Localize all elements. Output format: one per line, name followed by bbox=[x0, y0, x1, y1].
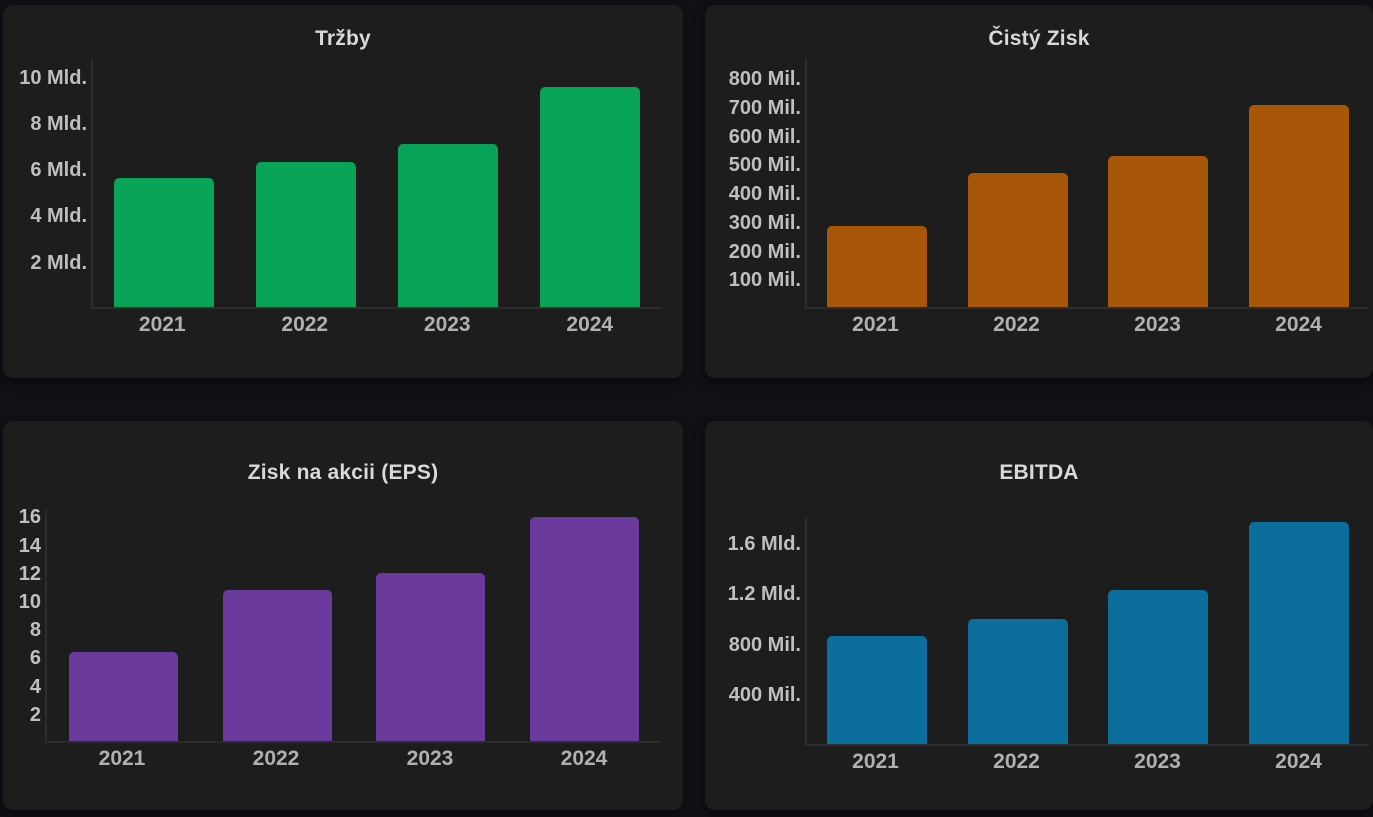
bar-2023 bbox=[1108, 589, 1209, 744]
bar-2021 bbox=[827, 636, 928, 744]
bars-cisty-zisk bbox=[807, 59, 1369, 307]
y-tick-label: 800 Mil. bbox=[728, 68, 801, 91]
bar-slot bbox=[1088, 517, 1229, 744]
bar-slot bbox=[377, 59, 519, 307]
plot-area-cisty-zisk bbox=[805, 59, 1369, 309]
bar-2022 bbox=[255, 162, 357, 307]
x-tick-label: 2022 bbox=[252, 747, 300, 770]
y-tick-label: 700 Mil. bbox=[728, 96, 801, 119]
bar-slot bbox=[93, 59, 235, 307]
chart-panel-ebitda: EBITDA 400 Mil. 800 Mil. 1.2 Mld. 1.6 Mld. … bbox=[705, 421, 1373, 810]
bar-slot bbox=[1229, 517, 1370, 744]
x-tick-label: 2023 bbox=[1134, 313, 1181, 336]
bar-2024 bbox=[1248, 522, 1349, 744]
chart-title-ebitda: EBITDA bbox=[999, 461, 1079, 484]
x-tick-label: 2024 bbox=[560, 747, 608, 770]
x-tick-label: 2024 bbox=[1275, 750, 1322, 773]
x-tick-label: 2021 bbox=[138, 313, 186, 336]
y-tick-label: 2 bbox=[29, 703, 41, 726]
y-tick-label: 10 bbox=[18, 591, 41, 614]
y-tick-label: 400 Mil. bbox=[728, 183, 801, 206]
y-tick-label: 100 Mil. bbox=[728, 269, 801, 292]
bar-2021 bbox=[69, 651, 179, 741]
bar-slot bbox=[1229, 59, 1370, 307]
y-tick-label: 8 Mld. bbox=[30, 112, 87, 135]
y-tick-label: 4 Mld. bbox=[30, 205, 87, 228]
bar-2023 bbox=[397, 143, 499, 307]
bar-2021 bbox=[827, 225, 928, 307]
bar-slot bbox=[47, 509, 201, 741]
bar-slot bbox=[519, 59, 661, 307]
y-tick-label: 200 Mil. bbox=[728, 240, 801, 263]
bar-slot bbox=[508, 509, 662, 741]
plot-area-eps bbox=[45, 509, 661, 743]
y-tick-label: 12 bbox=[18, 562, 41, 585]
bar-slot bbox=[948, 517, 1089, 744]
y-axis-trzby: 2 Mld. 4 Mld. 6 Mld. 8 Mld. 10 Mld. bbox=[3, 59, 87, 309]
y-tick-label: 600 Mil. bbox=[728, 125, 801, 148]
bar-2022 bbox=[222, 590, 332, 741]
y-tick-label: 6 bbox=[29, 647, 41, 670]
x-tick-label: 2024 bbox=[566, 313, 614, 336]
x-tick-label: 2023 bbox=[406, 747, 454, 770]
y-tick-label: 10 Mld. bbox=[19, 66, 87, 89]
chart-panel-cisty-zisk: Čistý Zisk 100 Mil. 200 Mil. 300 Mil. 400 M… bbox=[705, 5, 1373, 378]
x-tick-label: 2021 bbox=[852, 313, 899, 336]
chart-title-cisty-zisk: Čistý Zisk bbox=[988, 27, 1090, 50]
bar-2023 bbox=[1108, 155, 1209, 307]
y-tick-label: 1.2 Mld. bbox=[727, 583, 801, 606]
bars-trzby bbox=[93, 59, 661, 307]
chart-title-trzby: Tržby bbox=[315, 27, 371, 50]
chart-title-eps: Zisk na akcii (EPS) bbox=[247, 461, 439, 484]
bar-2024 bbox=[529, 517, 639, 741]
y-tick-label: 1.6 Mld. bbox=[727, 532, 801, 555]
bars-ebitda bbox=[807, 517, 1369, 744]
y-tick-label: 4 bbox=[29, 675, 41, 698]
x-tick-label: 2022 bbox=[993, 313, 1040, 336]
bar-slot bbox=[235, 59, 377, 307]
y-tick-label: 8 bbox=[29, 619, 41, 642]
y-tick-label: 800 Mil. bbox=[728, 633, 801, 656]
y-tick-label: 300 Mil. bbox=[728, 211, 801, 234]
y-tick-label: 14 bbox=[18, 534, 41, 557]
y-tick-label: 16 bbox=[18, 506, 41, 529]
plot-area-ebitda bbox=[805, 517, 1369, 746]
x-axis-eps: 2021 2022 2023 2024 bbox=[45, 745, 661, 773]
y-tick-label: 500 Mil. bbox=[728, 154, 801, 177]
x-tick-label: 2023 bbox=[423, 313, 471, 336]
bar-slot bbox=[201, 509, 355, 741]
chart-panel-trzby: Tržby 2 Mld. 4 Mld. 6 Mld. 8 Mld. 10 Mld. 20… bbox=[3, 5, 683, 378]
x-axis-cisty-zisk: 2021 2022 2023 2024 bbox=[805, 311, 1369, 339]
x-tick-label: 2023 bbox=[1134, 750, 1181, 773]
x-tick-label: 2022 bbox=[993, 750, 1040, 773]
bar-2024 bbox=[1248, 104, 1349, 307]
x-tick-label: 2021 bbox=[852, 750, 899, 773]
bar-2023 bbox=[376, 573, 486, 741]
x-tick-label: 2024 bbox=[1275, 313, 1322, 336]
bar-2021 bbox=[113, 178, 215, 307]
x-axis-trzby: 2021 2022 2023 2024 bbox=[91, 311, 661, 339]
bar-2024 bbox=[539, 86, 641, 307]
y-tick-label: 6 Mld. bbox=[30, 159, 87, 182]
x-tick-label: 2022 bbox=[281, 313, 329, 336]
x-axis-ebitda: 2021 2022 2023 2024 bbox=[805, 748, 1369, 776]
bar-slot bbox=[1088, 59, 1229, 307]
bar-2022 bbox=[967, 173, 1068, 307]
bar-slot bbox=[807, 59, 948, 307]
bar-slot bbox=[354, 509, 508, 741]
y-axis-ebitda: 400 Mil. 800 Mil. 1.2 Mld. 1.6 Mld. bbox=[705, 517, 801, 746]
y-tick-label: 400 Mil. bbox=[728, 684, 801, 707]
chart-panel-eps: Zisk na akcii (EPS) 2 4 6 8 10 12 14 16 2021 202… bbox=[3, 421, 683, 810]
bars-eps bbox=[47, 509, 661, 741]
y-tick-label: 2 Mld. bbox=[30, 251, 87, 274]
x-tick-label: 2021 bbox=[98, 747, 146, 770]
bar-slot bbox=[948, 59, 1089, 307]
y-axis-eps: 2 4 6 8 10 12 14 16 bbox=[3, 506, 41, 743]
plot-area-trzby bbox=[91, 59, 661, 309]
bar-slot bbox=[807, 517, 948, 744]
bar-2022 bbox=[967, 618, 1068, 744]
y-axis-cisty-zisk: 100 Mil. 200 Mil. 300 Mil. 400 Mil. 500 Mil.… bbox=[705, 59, 801, 309]
